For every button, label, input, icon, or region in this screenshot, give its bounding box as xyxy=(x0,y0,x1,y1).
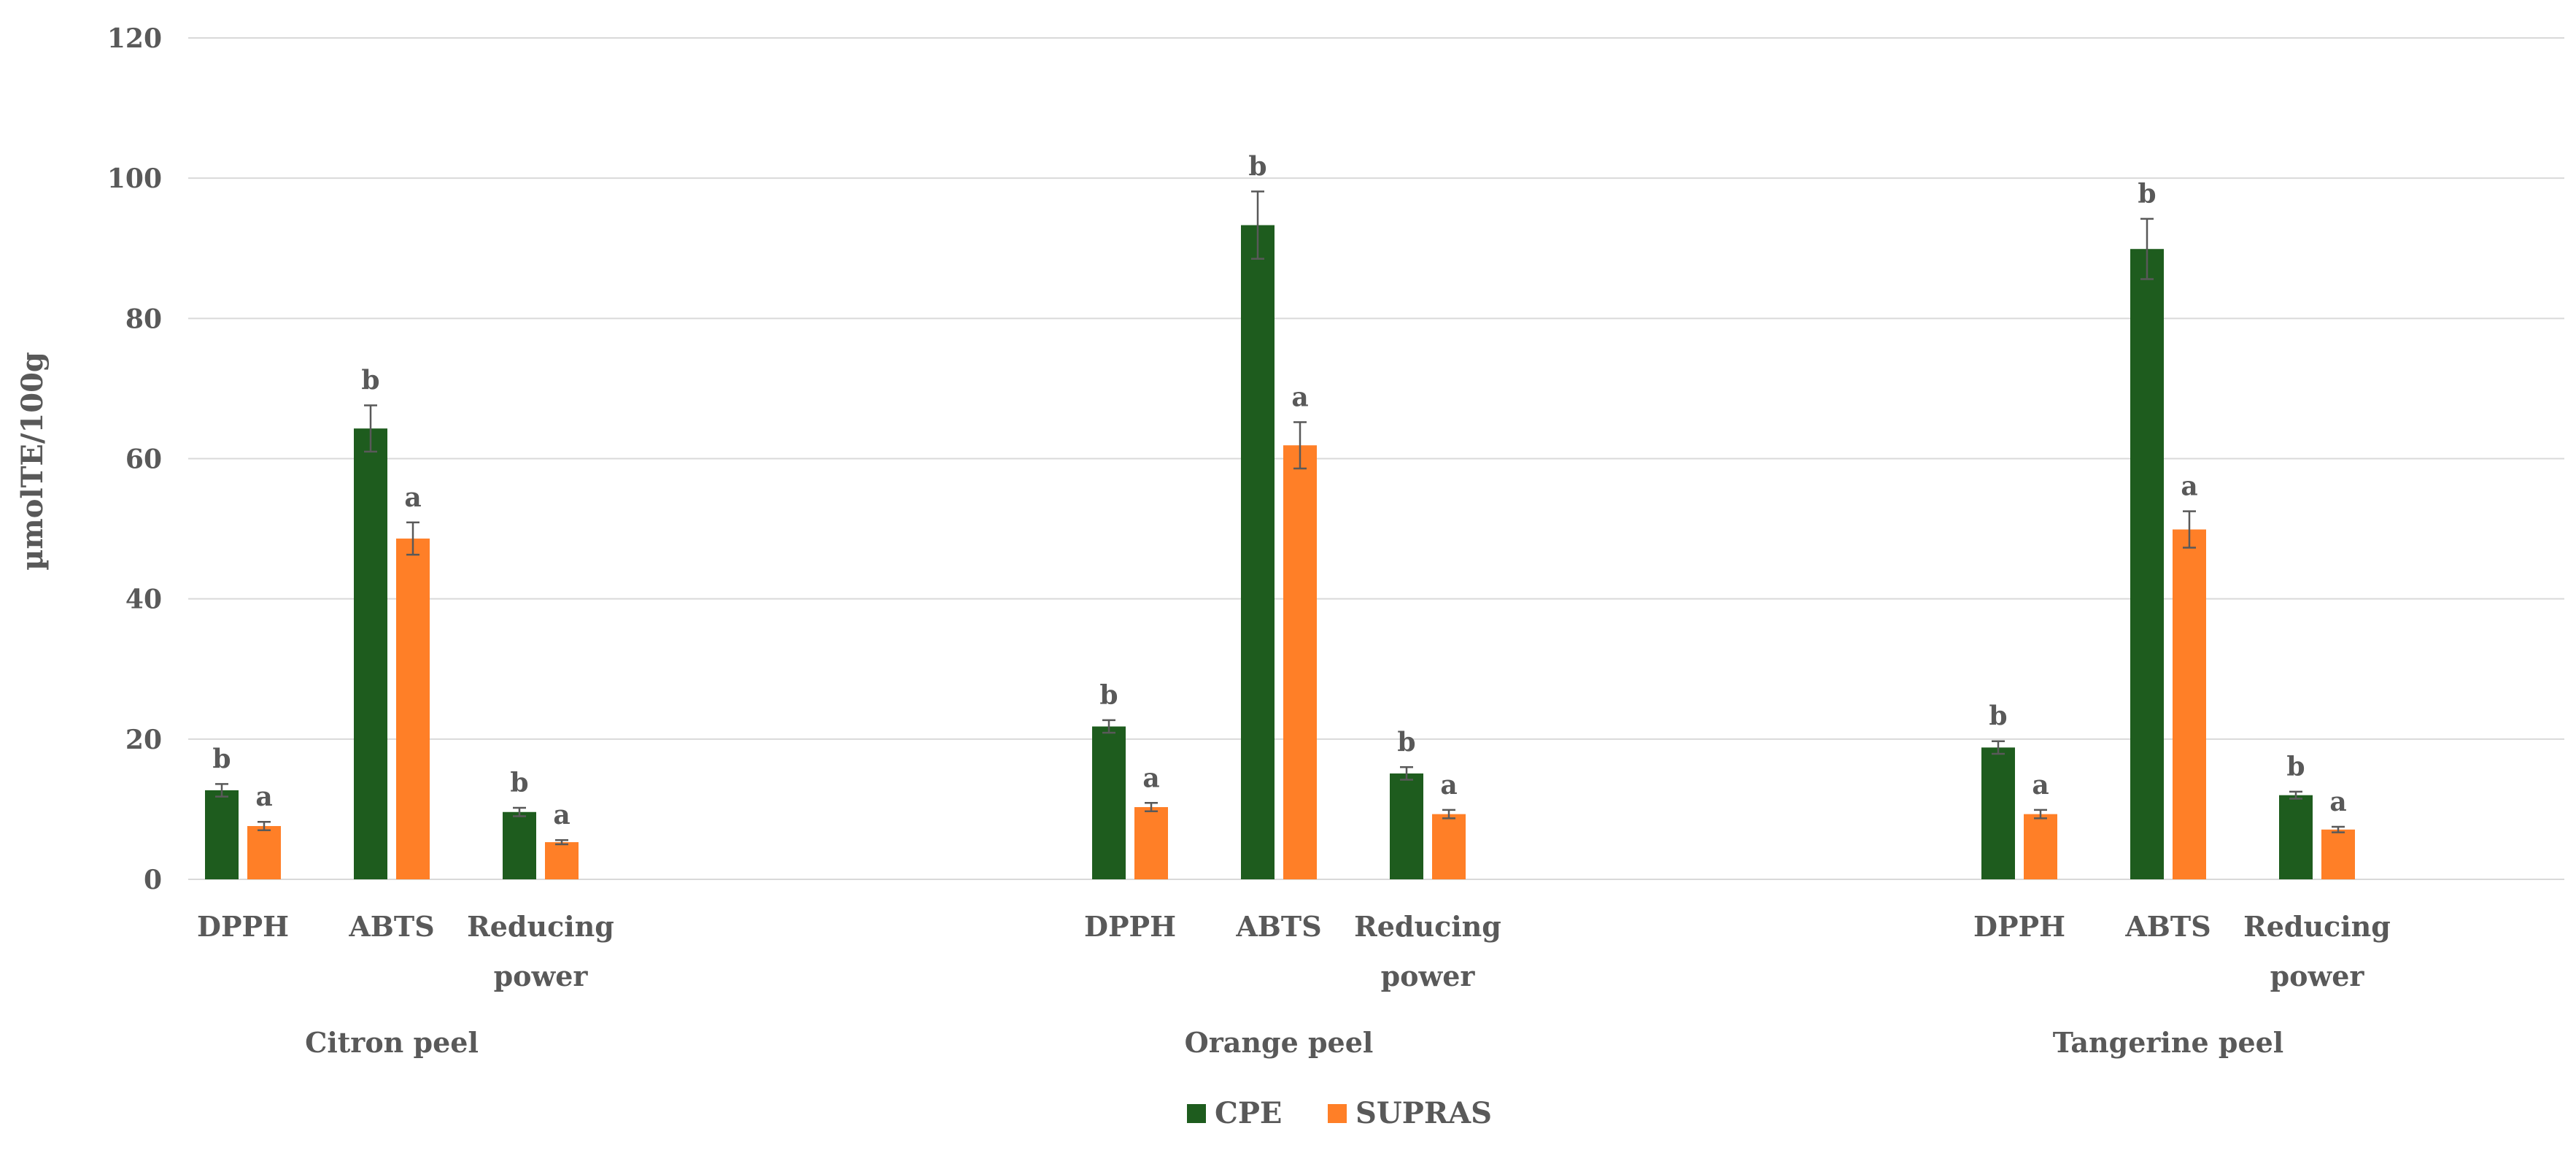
significance-label: b xyxy=(361,365,379,396)
significance-label: a xyxy=(1142,763,1159,793)
group-label: Citron peel xyxy=(305,1026,479,1059)
y-tick-label: 120 xyxy=(107,23,162,54)
category-label: power xyxy=(494,960,589,992)
legend-label-supras: SUPRAS xyxy=(1355,1096,1492,1130)
significance-label: a xyxy=(404,482,421,513)
bar-supras-0-0 xyxy=(247,825,281,879)
y-tick-label: 20 xyxy=(125,725,162,755)
group-label: Orange peel xyxy=(1185,1026,1374,1059)
bar-cpe-0-0 xyxy=(205,790,239,879)
legend-swatch-cpe xyxy=(1187,1104,1206,1123)
y-axis-title: µmolTE/100g xyxy=(15,352,50,571)
significance-label: a xyxy=(255,782,272,812)
bar-supras-1-0 xyxy=(1134,807,1168,879)
y-axis-ticks: 0 20 40 60 80 100 120 xyxy=(107,23,162,895)
y-tick-label: 80 xyxy=(125,304,162,334)
bar-supras-2-1 xyxy=(2173,529,2206,879)
significance-label: b xyxy=(2286,752,2305,782)
bar-supras-0-1 xyxy=(396,539,430,879)
gridlines xyxy=(188,37,2564,880)
category-label: Reducing xyxy=(1354,910,1501,943)
category-label: DPPH xyxy=(1973,910,2065,943)
bar-cpe-1-1 xyxy=(1241,225,1275,880)
significance-label: a xyxy=(1440,770,1457,801)
significance-label: b xyxy=(1099,680,1118,711)
group-label: Tangerine peel xyxy=(2053,1026,2284,1059)
y-tick-label: 60 xyxy=(125,444,162,475)
significance-label: a xyxy=(553,800,570,830)
bar-cpe-2-1 xyxy=(2130,249,2164,880)
bar-supras-1-1 xyxy=(1283,445,1317,879)
bar-cpe-2-0 xyxy=(1981,747,2015,879)
significance-label: a xyxy=(2329,787,2346,817)
bar-cpe-1-2 xyxy=(1390,773,1423,879)
category-label: ABTS xyxy=(1235,910,1321,943)
bar-supras-0-2 xyxy=(545,842,579,879)
category-label: power xyxy=(1381,960,1476,992)
y-tick-label: 100 xyxy=(107,163,162,194)
significance-label: b xyxy=(1248,151,1266,182)
category-label: Reducing xyxy=(2243,910,2391,943)
bar-cpe-1-0 xyxy=(1092,726,1126,879)
category-label: ABTS xyxy=(348,910,434,943)
legend-label-cpe: CPE xyxy=(1215,1096,1282,1130)
significance-label: b xyxy=(510,768,528,798)
significance-label: b xyxy=(1397,727,1415,757)
bar-supras-2-0 xyxy=(2024,814,2057,879)
bar-cpe-2-2 xyxy=(2279,795,2313,879)
significance-label: b xyxy=(2138,179,2156,209)
significance-label: a xyxy=(2032,770,2049,801)
y-tick-label: 40 xyxy=(125,585,162,615)
category-label: Reducing xyxy=(467,910,614,943)
category-label: DPPH xyxy=(1084,910,1176,943)
significance-label: a xyxy=(1291,382,1308,413)
x-axis-labels: DPPH ABTS Reducing power Citron peel DPPH ABTS… xyxy=(197,910,2391,1059)
legend-swatch-supras xyxy=(1328,1104,1347,1123)
significance-label: a xyxy=(2181,471,2197,502)
bar-supras-2-2 xyxy=(2321,829,2355,879)
category-label: power xyxy=(2270,960,2365,992)
category-label: DPPH xyxy=(197,910,289,943)
y-tick-label: 0 xyxy=(144,865,162,895)
legend: CPE SUPRAS xyxy=(1187,1096,1492,1130)
bar-cpe-0-2 xyxy=(503,811,536,879)
significance-label: b xyxy=(212,744,231,774)
category-label: ABTS xyxy=(2124,910,2211,943)
bar-supras-1-2 xyxy=(1432,814,1466,879)
significance-label: b xyxy=(1989,701,2007,732)
bar-cpe-0-1 xyxy=(354,428,387,879)
